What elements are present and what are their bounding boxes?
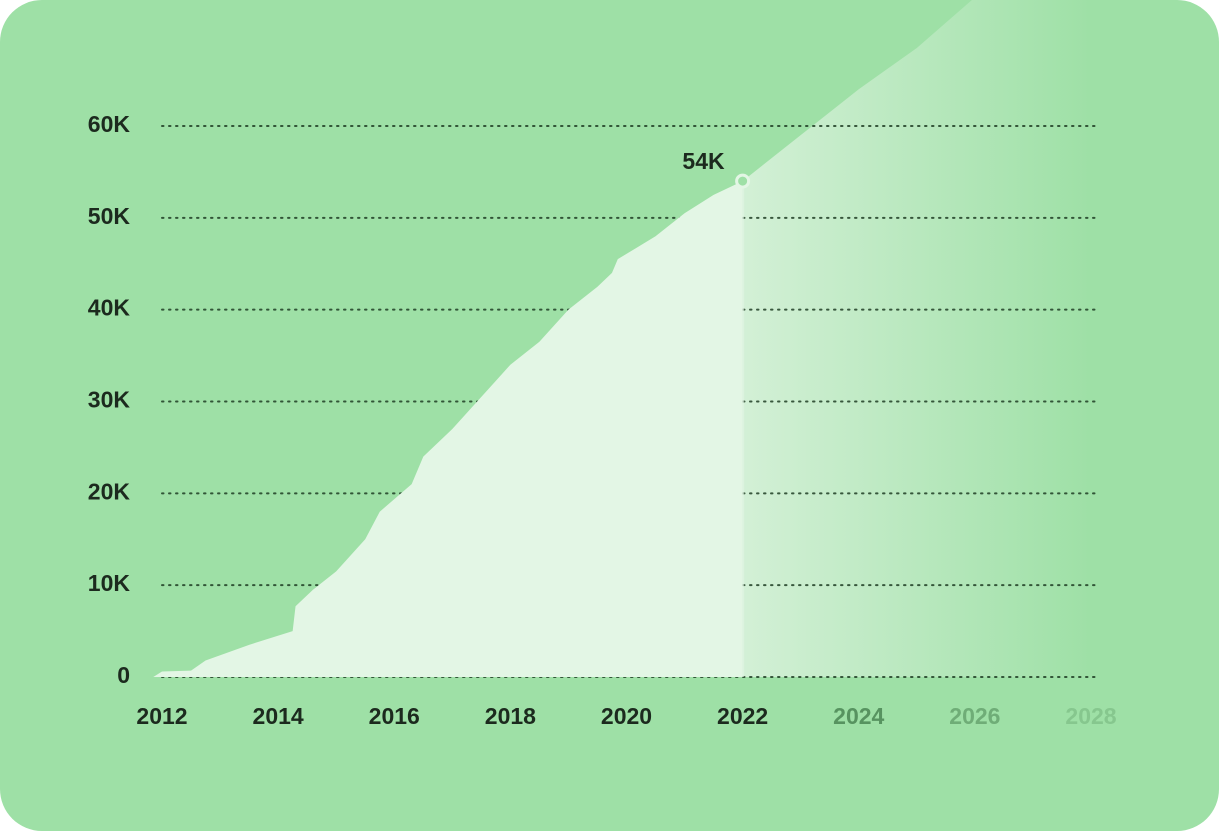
- x-tick-label: 2024: [833, 703, 884, 729]
- x-tick-label: 2018: [485, 703, 536, 729]
- highlight-point: [735, 173, 751, 189]
- y-tick-label: 60K: [88, 111, 131, 137]
- x-tick-label: 2028: [1065, 703, 1116, 729]
- x-tick-label: 2020: [601, 703, 652, 729]
- y-tick-label: 20K: [88, 478, 131, 504]
- y-tick-label: 50K: [88, 203, 131, 229]
- x-tick-label: 2016: [369, 703, 420, 729]
- plot: [153, 0, 1219, 678]
- x-tick-label: 2022: [717, 703, 768, 729]
- x-tick-label: 2026: [949, 703, 1000, 729]
- y-tick-label: 40K: [88, 295, 131, 321]
- x-tick-label: 2012: [136, 703, 187, 729]
- area: [153, 181, 743, 677]
- projection-area: [742, 0, 1219, 677]
- y-tick-label: 30K: [88, 387, 131, 413]
- x-tick-label: 2014: [253, 703, 304, 729]
- y-tick-label: 0: [117, 662, 130, 688]
- annotation-label: 54K: [682, 148, 725, 174]
- y-tick-label: 10K: [88, 570, 131, 596]
